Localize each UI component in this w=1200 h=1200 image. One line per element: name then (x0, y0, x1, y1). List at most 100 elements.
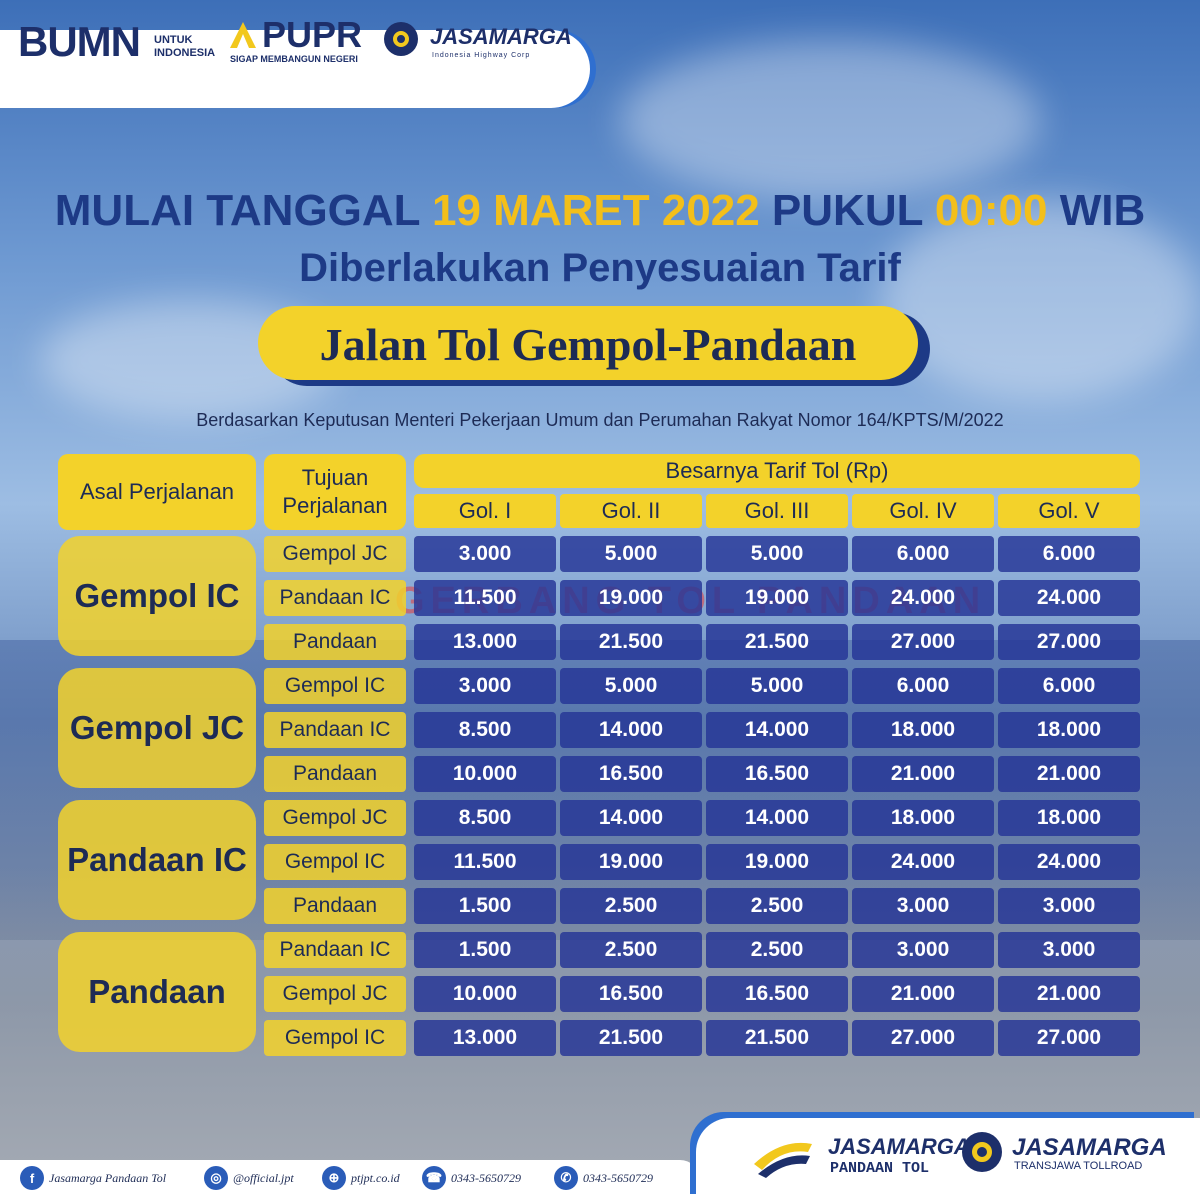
jasamarga-pandaan-tol-mark-icon (754, 1142, 812, 1178)
tariff-value-cell: 11.500 (414, 844, 556, 880)
tariff-value-cell: 27.000 (852, 1020, 994, 1056)
whatsapp-icon: ✆ (554, 1166, 578, 1190)
cloud-decoration (880, 200, 1200, 400)
tariff-value-cell: 13.000 (414, 1020, 556, 1056)
tariff-value-cell: 10.000 (414, 756, 556, 792)
footer-contact-bar (0, 1160, 700, 1200)
destination-cell: Pandaan IC (264, 932, 406, 968)
pupr-logo-tagline: SIGAP MEMBANGUN NEGERI (230, 54, 358, 64)
destination-cell: Gempol JC (264, 800, 406, 836)
tariff-value-cell: 1.500 (414, 932, 556, 968)
brand-jasamarga-pandaan-tol: JASAMARGA (828, 1134, 970, 1159)
tariff-value-cell: 2.500 (560, 932, 702, 968)
jasamarga-transjawa-logo-icon (962, 1132, 1002, 1172)
origin-cell: Gempol JC (58, 668, 256, 788)
toll-road-name-pill: Jalan Tol Gempol-Pandaan (258, 306, 918, 380)
tariff-value-cell: 21.000 (998, 756, 1140, 792)
pupr-logo: PUPR (262, 14, 363, 55)
tariff-value-cell: 21.500 (560, 624, 702, 660)
tariff-value-cell: 21.000 (852, 976, 994, 1012)
tariff-value-cell: 18.000 (998, 800, 1140, 836)
tariff-column-header: Besarnya Tarif Tol (Rp) (414, 454, 1140, 488)
tariff-value-cell: 8.500 (414, 800, 556, 836)
tariff-value-cell: 11.500 (414, 580, 556, 616)
tariff-value-cell: 14.000 (706, 712, 848, 748)
destination-cell: Gempol JC (264, 536, 406, 572)
tariff-value-cell: 5.000 (706, 668, 848, 704)
tariff-value-cell: 18.000 (998, 712, 1140, 748)
subheadline: Diberlakukan Penyesuaian Tarif (299, 246, 901, 290)
bumn-logo: BUMN (18, 18, 141, 65)
tariff-value-cell: 3.000 (998, 888, 1140, 924)
effective-date: 19 MARET 2022 (432, 186, 760, 235)
instagram-contact[interactable]: ◎ @official.jpt (204, 1166, 294, 1190)
tariff-value-cell: 8.500 (414, 712, 556, 748)
globe-icon: ⊕ (322, 1166, 346, 1190)
phone-icon: ☎ (422, 1166, 446, 1190)
tariff-value-cell: 5.000 (706, 536, 848, 572)
tariff-value-cell: 6.000 (852, 536, 994, 572)
jasamarga-logo-tagline: Indonesia Highway Corp (432, 52, 531, 59)
tariff-value-cell: 13.000 (414, 624, 556, 660)
tariff-value-cell: 21.500 (706, 1020, 848, 1056)
destination-cell: Pandaan (264, 624, 406, 660)
tariff-value-cell: 21.000 (852, 756, 994, 792)
destination-cell: Gempol IC (264, 1020, 406, 1056)
tariff-value-cell: 10.000 (414, 976, 556, 1012)
whatsapp-contact[interactable]: ✆ 0343-5650729 (554, 1166, 653, 1190)
cloud-decoration (620, 40, 1040, 200)
destination-cell: Pandaan (264, 756, 406, 792)
tariff-value-cell: 19.000 (560, 844, 702, 880)
tariff-value-cell: 24.000 (852, 580, 994, 616)
tariff-value-cell: 5.000 (560, 668, 702, 704)
class-header: Gol. V (998, 494, 1140, 528)
tariff-value-cell: 27.000 (998, 624, 1140, 660)
origin-column-header: Asal Perjalanan (58, 454, 256, 530)
tariff-value-cell: 19.000 (706, 580, 848, 616)
destination-cell: Gempol IC (264, 668, 406, 704)
tariff-value-cell: 3.000 (852, 888, 994, 924)
class-header: Gol. III (706, 494, 848, 528)
tariff-value-cell: 2.500 (706, 932, 848, 968)
origin-cell: Gempol IC (58, 536, 256, 656)
tariff-value-cell: 6.000 (852, 668, 994, 704)
tariff-value-cell: 21.500 (706, 624, 848, 660)
jasamarga-logo-icon (384, 22, 418, 56)
destination-cell: Gempol IC (264, 844, 406, 880)
destination-cell: Gempol JC (264, 976, 406, 1012)
tariff-value-cell: 14.000 (706, 800, 848, 836)
facebook-icon: f (20, 1166, 44, 1190)
tariff-value-cell: 21.000 (998, 976, 1140, 1012)
tariff-value-cell: 6.000 (998, 536, 1140, 572)
tariff-value-cell: 18.000 (852, 712, 994, 748)
phone-contact[interactable]: ☎ 0343-5650729 (422, 1166, 521, 1190)
tariff-value-cell: 16.500 (560, 976, 702, 1012)
tariff-value-cell: 14.000 (560, 800, 702, 836)
tariff-value-cell: 3.000 (414, 536, 556, 572)
tariff-value-cell: 27.000 (998, 1020, 1140, 1056)
tariff-value-cell: 19.000 (560, 580, 702, 616)
tariff-value-cell: 21.500 (560, 1020, 702, 1056)
tariff-value-cell: 3.000 (852, 932, 994, 968)
instagram-icon: ◎ (204, 1166, 228, 1190)
destination-cell: Pandaan (264, 888, 406, 924)
tariff-value-cell: 27.000 (852, 624, 994, 660)
facebook-contact[interactable]: f Jasamarga Pandaan Tol (20, 1166, 166, 1190)
origin-cell: Pandaan IC (58, 800, 256, 920)
tariff-value-cell: 6.000 (998, 668, 1140, 704)
tariff-value-cell: 2.500 (706, 888, 848, 924)
brand-jasamarga-transjawa: JASAMARGA (1012, 1134, 1167, 1161)
legal-basis: Berdasarkan Keputusan Menteri Pekerjaan … (196, 410, 1004, 430)
website-contact[interactable]: ⊕ ptjpt.co.id (322, 1166, 400, 1190)
tariff-value-cell: 2.500 (560, 888, 702, 924)
tariff-value-cell: 16.500 (706, 976, 848, 1012)
tariff-value-cell: 14.000 (560, 712, 702, 748)
tariff-value-cell: 3.000 (414, 668, 556, 704)
tariff-value-cell: 16.500 (560, 756, 702, 792)
tariff-value-cell: 5.000 (560, 536, 702, 572)
brand-jasamarga-transjawa-sub: TRANSJAWA TOLLROAD (1014, 1160, 1143, 1172)
destination-column-header: Tujuan Perjalanan (264, 454, 406, 530)
footer-brand-box (696, 1118, 1200, 1200)
tariff-value-cell: 1.500 (414, 888, 556, 924)
jasamarga-logo: JASAMARGA (430, 24, 572, 49)
